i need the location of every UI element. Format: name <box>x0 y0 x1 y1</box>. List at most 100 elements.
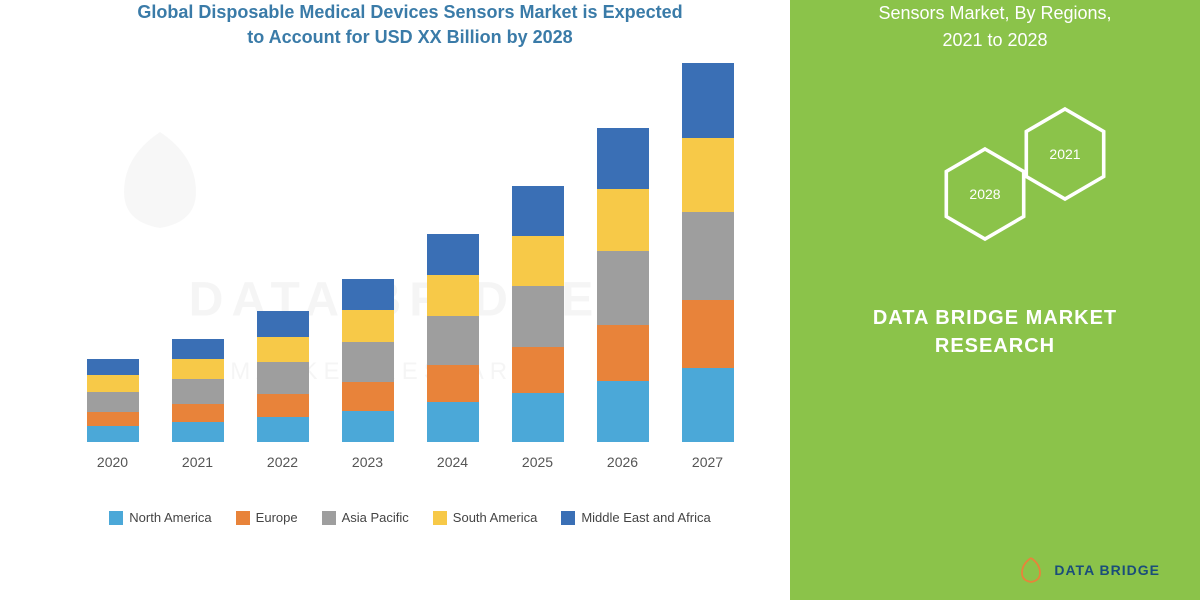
bar-segment <box>512 286 564 348</box>
legend-label: North America <box>129 510 211 525</box>
bar-segment <box>172 379 224 404</box>
bar-segment <box>427 365 479 401</box>
bar-segment <box>597 381 649 443</box>
chart-area: 2020 2021 2022 2023 2024 2025 2026 2027 <box>60 90 760 510</box>
bar-segment <box>597 325 649 381</box>
brand-line1: DATA BRIDGE MARKET <box>873 307 1117 329</box>
legend-item: South America <box>433 510 538 525</box>
bar-segment <box>87 375 139 391</box>
chart-title-line2: to Account for USD XX Billion by 2028 <box>247 27 572 47</box>
bar-stack <box>342 279 394 443</box>
bar-segment <box>512 186 564 236</box>
bar-stack <box>427 234 479 442</box>
legend-swatch <box>109 511 123 525</box>
legend-label: Europe <box>256 510 298 525</box>
bar-segment <box>87 359 139 375</box>
bar-segment <box>682 300 734 368</box>
bottom-logo-icon <box>1016 555 1046 585</box>
bar-group: 2023 <box>338 279 398 471</box>
bar-segment <box>512 236 564 286</box>
bar-segment <box>257 394 309 418</box>
bar-segment <box>342 411 394 443</box>
hexagon-2021: 2021 <box>1020 104 1110 204</box>
sidebar-title-line2: 2021 to 2028 <box>942 30 1047 50</box>
bar-segment <box>512 393 564 443</box>
bar-group: 2020 <box>83 359 143 470</box>
bar-segment <box>427 275 479 316</box>
bar-segment <box>87 412 139 426</box>
legend-item: Asia Pacific <box>322 510 409 525</box>
bar-group: 2021 <box>168 339 228 470</box>
sidebar-panel: Sensors Market, By Regions, 2021 to 2028… <box>790 0 1200 600</box>
bar-segment <box>427 234 479 275</box>
bar-segment <box>87 392 139 412</box>
bar-group: 2025 <box>508 186 568 470</box>
bar-segment <box>172 422 224 442</box>
chart-title: Global Disposable Medical Devices Sensor… <box>60 0 760 50</box>
bar-segment <box>342 310 394 342</box>
bar-segment <box>597 128 649 190</box>
bottom-logo: DATA BRIDGE <box>1016 555 1160 585</box>
bar-segment <box>342 279 394 311</box>
bar-group: 2022 <box>253 311 313 470</box>
bar-stack <box>257 311 309 442</box>
bar-group: 2026 <box>593 128 653 471</box>
bar-label: 2025 <box>522 454 553 470</box>
bar-segment <box>427 402 479 443</box>
legend-item: Middle East and Africa <box>561 510 710 525</box>
bar-segment <box>682 212 734 301</box>
legend-swatch <box>433 511 447 525</box>
bar-segment <box>172 339 224 359</box>
brand-text: DATA BRIDGE MARKET RESEARCH <box>820 304 1170 360</box>
bar-segment <box>257 311 309 336</box>
brand-line2: RESEARCH <box>935 335 1055 357</box>
hexagon-2028-label: 2028 <box>969 186 1000 202</box>
bar-label: 2027 <box>692 454 723 470</box>
legend-item: Europe <box>236 510 298 525</box>
bar-group: 2024 <box>423 234 483 470</box>
chart-legend: North America Europe Asia Pacific South Ame… <box>60 510 760 525</box>
bar-segment <box>512 347 564 392</box>
bar-segment <box>597 189 649 251</box>
legend-swatch <box>561 511 575 525</box>
hexagon-group: 2028 2021 <box>820 94 1170 274</box>
bar-segment <box>257 362 309 394</box>
bar-segment <box>342 382 394 411</box>
legend-swatch <box>322 511 336 525</box>
bar-group: 2027 <box>678 63 738 470</box>
bottom-logo-text: DATA BRIDGE <box>1054 562 1160 578</box>
bar-segment <box>87 426 139 442</box>
bar-segment <box>342 342 394 382</box>
bar-stack <box>597 128 649 443</box>
hexagon-2028: 2028 <box>940 144 1030 244</box>
bar-label: 2020 <box>97 454 128 470</box>
main-container: DATA BRIDGE MARKET RESEARCH Global Dispo… <box>0 0 1200 600</box>
bar-segment <box>172 404 224 422</box>
legend-item: North America <box>109 510 211 525</box>
sidebar-title: Sensors Market, By Regions, 2021 to 2028 <box>820 0 1170 54</box>
bar-label: 2022 <box>267 454 298 470</box>
legend-label: South America <box>453 510 538 525</box>
bar-label: 2023 <box>352 454 383 470</box>
legend-label: Asia Pacific <box>342 510 409 525</box>
sidebar-title-line1: Sensors Market, By Regions, <box>878 3 1111 23</box>
bar-label: 2024 <box>437 454 468 470</box>
bar-stack <box>512 186 564 442</box>
bar-stack <box>682 63 734 442</box>
legend-label: Middle East and Africa <box>581 510 710 525</box>
bar-segment <box>257 417 309 442</box>
bar-stack <box>172 339 224 442</box>
legend-swatch <box>236 511 250 525</box>
bar-label: 2021 <box>182 454 213 470</box>
bar-segment <box>682 138 734 212</box>
bar-segment <box>427 316 479 366</box>
bar-stack <box>87 359 139 442</box>
chart-title-line1: Global Disposable Medical Devices Sensor… <box>137 2 682 22</box>
bar-segment <box>682 63 734 137</box>
bar-segment <box>257 337 309 362</box>
chart-panel: DATA BRIDGE MARKET RESEARCH Global Dispo… <box>0 0 790 600</box>
bar-segment <box>682 368 734 442</box>
bar-segment <box>597 251 649 325</box>
bar-label: 2026 <box>607 454 638 470</box>
hexagon-2021-label: 2021 <box>1049 146 1080 162</box>
